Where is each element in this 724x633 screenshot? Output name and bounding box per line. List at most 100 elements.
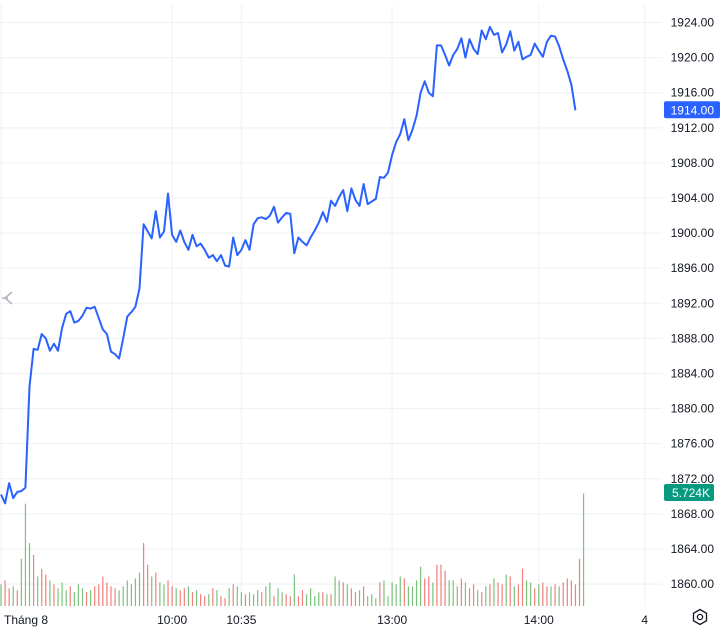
volume-bars <box>0 493 585 606</box>
volume-bar <box>456 586 458 606</box>
volume-bar <box>175 588 177 606</box>
time-tick-label: 14:00 <box>524 613 554 627</box>
volume-bar <box>375 598 377 606</box>
volume-bar <box>440 564 442 606</box>
scroll-left-arrow-icon[interactable] <box>0 288 14 308</box>
volume-bar <box>248 592 251 606</box>
volume-bar <box>191 592 194 606</box>
volume-bar <box>485 586 487 606</box>
volume-bar <box>436 564 438 606</box>
volume-bar <box>293 574 295 606</box>
volume-bar <box>81 588 84 606</box>
volume-bar <box>20 558 22 606</box>
volume-bar <box>387 596 389 606</box>
volume-bar <box>538 584 540 606</box>
volume-bar <box>49 580 51 606</box>
volume-bar <box>481 592 483 606</box>
price-line-layer <box>0 25 577 505</box>
volume-bar <box>285 594 287 606</box>
volume-bar <box>534 588 536 606</box>
volume-bar <box>114 588 116 606</box>
volume-bar <box>61 582 63 606</box>
volume-bar <box>334 576 336 606</box>
volume-bar <box>509 576 511 606</box>
volume-bar <box>220 596 222 606</box>
volume-bar <box>228 588 230 606</box>
volume-bar <box>326 594 328 606</box>
volume-bar <box>428 576 430 606</box>
volume-bar <box>244 594 247 606</box>
volume-bar <box>130 584 132 606</box>
grid-lines <box>0 5 662 606</box>
volume-bar <box>371 594 373 606</box>
volume-bar <box>98 584 100 606</box>
volume-bar <box>391 582 393 606</box>
price-tick-label: 1920.00 <box>671 51 715 65</box>
volume-bar <box>200 594 202 606</box>
volume-bar <box>395 584 397 606</box>
volume-bar <box>240 592 242 606</box>
volume-bar <box>362 586 365 606</box>
volume-bar <box>32 554 35 606</box>
time-tick-label: 4 <box>641 613 648 627</box>
volume-bar <box>342 582 344 606</box>
volume-bar <box>460 578 462 606</box>
volume-bar <box>273 596 275 606</box>
volume-bar <box>0 584 2 606</box>
volume-bar <box>155 572 157 606</box>
volume-bar <box>358 590 361 606</box>
volume-bar <box>578 558 581 606</box>
volume-bar <box>310 588 312 606</box>
volume-bar <box>16 590 18 606</box>
volume-bar <box>85 592 88 606</box>
volume-bar <box>346 584 348 606</box>
volume-bar <box>65 590 67 606</box>
volume-bar <box>102 576 104 606</box>
volume-bar <box>354 592 357 606</box>
volume-bar <box>574 584 577 606</box>
volume-bar <box>252 594 255 606</box>
time-axis[interactable]: Tháng 8 10:00 10:35 13:00 14:00 4 <box>0 606 662 633</box>
volume-bar <box>12 586 14 606</box>
volume-bar <box>159 582 161 606</box>
axis-badges: 1914.00 5.724K <box>664 101 720 501</box>
volume-bar <box>94 586 96 606</box>
volume-bar <box>550 586 552 606</box>
price-line[interactable] <box>0 25 577 505</box>
volume-bar <box>167 580 169 606</box>
price-tick-label: 1904.00 <box>671 191 715 205</box>
volume-bar <box>407 586 410 606</box>
volume-bar <box>350 588 352 606</box>
volume-bar <box>570 580 572 606</box>
volume-bar <box>289 596 291 606</box>
volume-bar <box>521 568 524 606</box>
time-axis-bg <box>0 606 662 633</box>
volume-bar <box>566 578 568 606</box>
volume-bar <box>314 596 316 606</box>
settings-gear-icon[interactable] <box>690 607 710 627</box>
volume-bar <box>224 598 226 606</box>
volume-bar <box>525 580 528 606</box>
volume-bar <box>37 576 39 606</box>
volume-bar <box>212 588 214 606</box>
volume-bar <box>403 578 405 606</box>
volume-bar <box>90 590 92 606</box>
price-axis[interactable]: 1924.00 1920.00 1916.00 1912.00 1908.00 1904.… <box>662 0 724 633</box>
volume-bar <box>338 580 340 606</box>
volume-bar <box>501 584 503 606</box>
volume-bar <box>383 580 385 606</box>
volume-bar <box>69 586 71 606</box>
volume-bar <box>432 582 434 606</box>
volume-bar <box>265 586 267 606</box>
price-tick-label: 1892.00 <box>671 296 715 310</box>
volume-bar <box>147 564 149 606</box>
volume-bar <box>582 493 585 606</box>
price-tick-label: 1924.00 <box>671 16 715 30</box>
volume-bar <box>53 584 55 606</box>
volume-label: 5.724K <box>672 486 710 500</box>
price-tick-label: 1872.00 <box>671 472 715 486</box>
volume-bar <box>554 584 556 606</box>
price-tick-label: 1884.00 <box>671 366 715 380</box>
volume-bar <box>163 584 165 606</box>
